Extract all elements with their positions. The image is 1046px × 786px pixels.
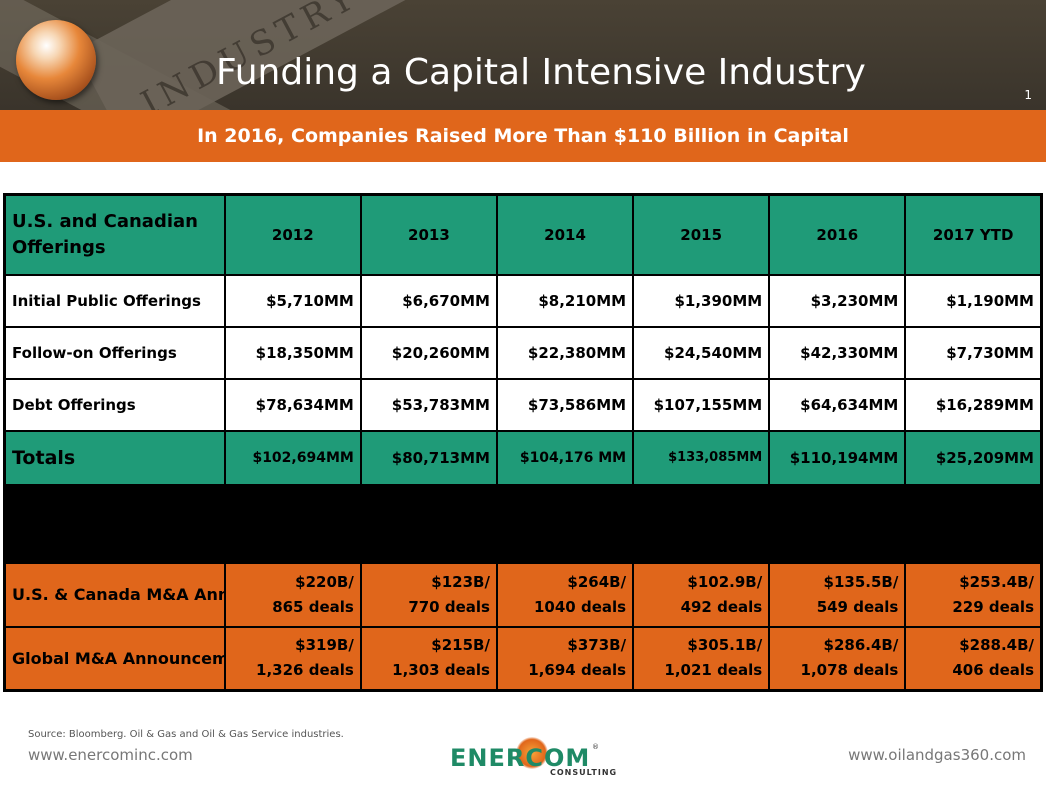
ma-cell: $220B/865 deals: [223, 561, 362, 628]
total-cell: $102,694MM: [223, 429, 362, 486]
ma-row: U.S. & Canada M&A Announcements $220B/86…: [3, 561, 1043, 628]
table-header-row: U.S. and Canadian Offerings 2012 2013 20…: [3, 193, 1043, 276]
table-cell: $7,730MM: [904, 325, 1043, 380]
header-bar: INDUSTRY Funding a Capital Intensive Ind…: [0, 0, 1046, 110]
year-header: 2015: [632, 193, 771, 276]
table-cell: $18,350MM: [223, 325, 362, 380]
total-cell: $80,713MM: [359, 429, 498, 486]
table-cell: $24,540MM: [632, 325, 771, 380]
row-label: Debt Offerings: [3, 377, 226, 432]
row-label: Initial Public Offerings: [3, 273, 226, 328]
year-header: 2012: [223, 193, 362, 276]
totals-label: Totals: [3, 429, 226, 486]
black-divider: [3, 483, 1043, 564]
ma-cell: $264B/1040 deals: [495, 561, 635, 628]
ma-cell: $319B/1,326 deals: [223, 625, 362, 692]
total-cell: $110,194MM: [768, 429, 907, 486]
table-cell: $107,155MM: [632, 377, 771, 432]
row-label: U.S. & Canada M&A Announcements: [3, 561, 226, 628]
table-row: Initial Public Offerings $5,710MM $6,670…: [3, 273, 1043, 328]
table-cell: $3,230MM: [768, 273, 907, 328]
sun-icon: [516, 737, 548, 769]
divider-row: [3, 483, 1043, 564]
footer-url-right[interactable]: www.oilandgas360.com: [848, 746, 1026, 764]
page-number: 1: [1024, 88, 1032, 102]
page-title: Funding a Capital Intensive Industry: [216, 52, 866, 93]
logo-subtitle: CONSULTING: [550, 768, 618, 777]
enercom-logo: ENERCOM ® CONSULTING: [450, 737, 616, 779]
ma-row: Global M&A Announcements $319B/1,326 dea…: [3, 625, 1043, 692]
table-row: Debt Offerings $78,634MM $53,783MM $73,5…: [3, 377, 1043, 432]
corner-label: U.S. and Canadian Offerings: [3, 193, 226, 276]
table-cell: $20,260MM: [359, 325, 498, 380]
row-label: Follow-on Offerings: [3, 325, 226, 380]
table-cell: $1,190MM: [904, 273, 1043, 328]
year-header: 2014: [495, 193, 635, 276]
table-cell: $6,670MM: [359, 273, 498, 328]
row-label: Global M&A Announcements: [3, 625, 226, 692]
ma-cell: $215B/1,303 deals: [359, 625, 498, 692]
totals-row: Totals $102,694MM $80,713MM $104,176 MM …: [3, 429, 1043, 486]
table-cell: $78,634MM: [223, 377, 362, 432]
total-cell: $104,176 MM: [495, 429, 635, 486]
ma-cell: $288.4B/406 deals: [904, 625, 1043, 692]
globe-icon: [16, 20, 96, 100]
table-cell: $1,390MM: [632, 273, 771, 328]
year-header: 2017 YTD: [904, 193, 1043, 276]
capital-table: U.S. and Canadian Offerings 2012 2013 20…: [3, 193, 1043, 692]
ma-cell: $286.4B/1,078 deals: [768, 625, 907, 692]
source-note: Source: Bloomberg. Oil & Gas and Oil & G…: [28, 729, 344, 740]
table-cell: $64,634MM: [768, 377, 907, 432]
table-cell: $5,710MM: [223, 273, 362, 328]
table-cell: $53,783MM: [359, 377, 498, 432]
footer-url-left[interactable]: www.enercominc.com: [28, 746, 193, 764]
ma-cell: $102.9B/492 deals: [632, 561, 771, 628]
registered-mark: ®: [592, 743, 599, 751]
ma-cell: $135.5B/549 deals: [768, 561, 907, 628]
subtitle-banner: In 2016, Companies Raised More Than $110…: [0, 110, 1046, 162]
table-row: Follow-on Offerings $18,350MM $20,260MM …: [3, 325, 1043, 380]
total-cell: $25,209MM: [904, 429, 1043, 486]
year-header: 2013: [359, 193, 498, 276]
ma-cell: $253.4B/229 deals: [904, 561, 1043, 628]
ma-cell: $123B/770 deals: [359, 561, 498, 628]
total-cell: $133,085MM: [632, 429, 771, 486]
table-cell: $42,330MM: [768, 325, 907, 380]
table-cell: $8,210MM: [495, 273, 635, 328]
ma-cell: $373B/1,694 deals: [495, 625, 635, 692]
year-header: 2016: [768, 193, 907, 276]
table-cell: $22,380MM: [495, 325, 635, 380]
table-cell: $73,586MM: [495, 377, 635, 432]
logo-wordmark: ENERCOM: [450, 744, 591, 772]
ma-cell: $305.1B/1,021 deals: [632, 625, 771, 692]
table-cell: $16,289MM: [904, 377, 1043, 432]
